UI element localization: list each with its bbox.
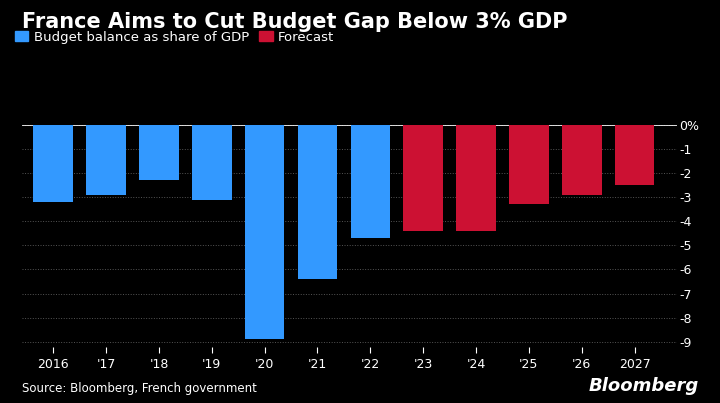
Bar <box>86 125 126 195</box>
Bar <box>297 125 337 279</box>
Bar <box>351 125 390 238</box>
Bar <box>509 125 549 204</box>
Bar <box>139 125 179 180</box>
Legend: Budget balance as share of GDP, Forecast: Budget balance as share of GDP, Forecast <box>15 31 334 44</box>
Bar <box>403 125 443 231</box>
Bar <box>456 125 496 231</box>
Text: Source: Bloomberg, French government: Source: Bloomberg, French government <box>22 382 256 395</box>
Bar <box>562 125 601 195</box>
Bar <box>615 125 654 185</box>
Bar <box>192 125 232 199</box>
Bar <box>245 125 284 339</box>
Bar <box>34 125 73 202</box>
Text: Bloomberg: Bloomberg <box>588 377 698 395</box>
Text: France Aims to Cut Budget Gap Below 3% GDP: France Aims to Cut Budget Gap Below 3% G… <box>22 12 567 32</box>
